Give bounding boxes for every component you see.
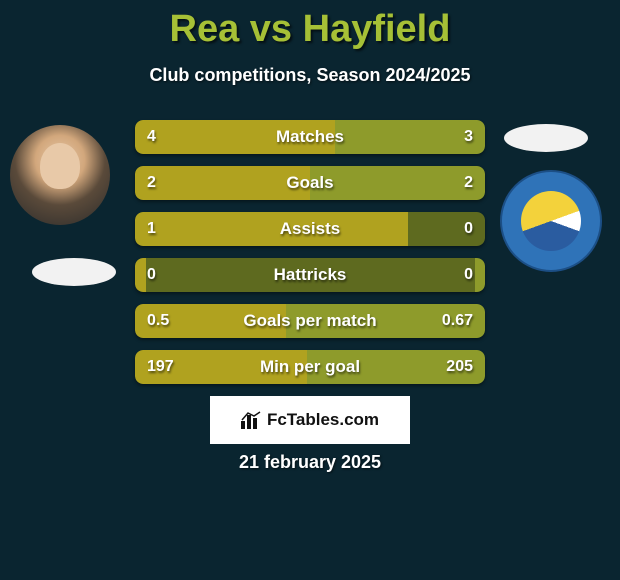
stat-label: Goals per match	[135, 304, 485, 338]
watermark-text: FcTables.com	[267, 410, 379, 430]
player-right-club-crest	[500, 170, 602, 272]
player-left-avatar	[10, 125, 110, 225]
stat-row: 22Goals	[135, 166, 485, 200]
stat-row: 197205Min per goal	[135, 350, 485, 384]
stat-label: Goals	[135, 166, 485, 200]
player-right-badge-oval	[504, 124, 588, 152]
stat-label: Min per goal	[135, 350, 485, 384]
page-subtitle: Club competitions, Season 2024/2025	[0, 65, 620, 86]
stat-label: Assists	[135, 212, 485, 246]
chart-icon	[241, 411, 261, 429]
page-title: Rea vs Hayfield	[0, 0, 620, 51]
stat-label: Matches	[135, 120, 485, 154]
footer-date: 21 february 2025	[0, 452, 620, 473]
stat-row: 43Matches	[135, 120, 485, 154]
watermark-badge: FcTables.com	[210, 396, 410, 444]
stat-row: 0.50.67Goals per match	[135, 304, 485, 338]
player-left-badge-oval	[32, 258, 116, 286]
stat-row: 00Hattricks	[135, 258, 485, 292]
comparison-bars: 43Matches 22Goals 10Assists 00Hattricks 0.50…	[135, 120, 485, 396]
club-crest-icon	[521, 191, 581, 251]
stat-label: Hattricks	[135, 258, 485, 292]
stat-row: 10Assists	[135, 212, 485, 246]
